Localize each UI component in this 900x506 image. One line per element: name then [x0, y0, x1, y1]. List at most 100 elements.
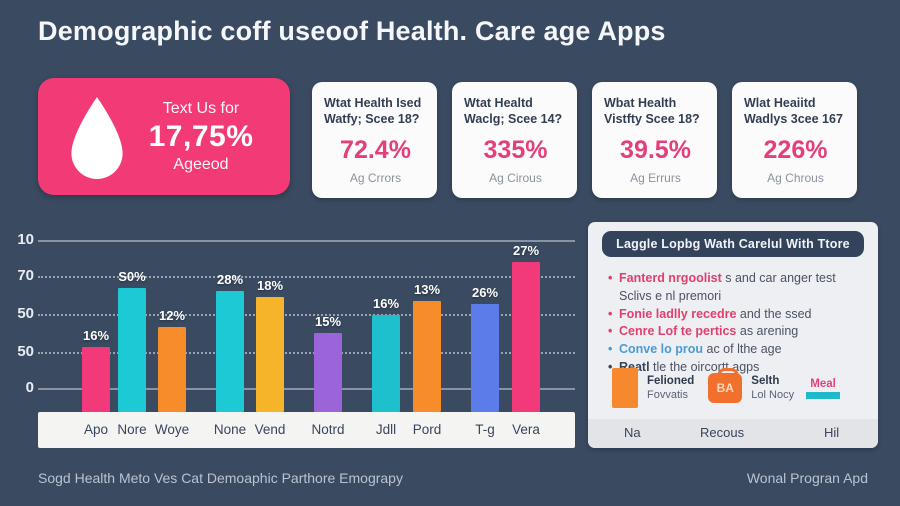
x-axis-label: Vera — [512, 422, 540, 437]
bar-chart: 10 70 50 50 0 16% Apo S0% Nore 12% Woye 28% None 18% V… — [8, 228, 575, 448]
bullet-dot-icon: • — [608, 271, 613, 285]
shopping-bag-icon: BA — [708, 368, 743, 403]
bullet-rest-text: ac of lthe age — [703, 342, 782, 356]
page-title: Demographic coff useoof Health. Care age… — [38, 16, 666, 46]
bar-value-label: 16% — [82, 328, 110, 343]
bullet-dot-icon: • — [608, 324, 613, 339]
meal-legend-item: Meal — [806, 377, 841, 399]
x-axis-label: Apo — [83, 422, 109, 437]
legend-footer-label: Na — [624, 425, 641, 440]
stat-question: Wtat Healtd Waclg; Scee 14? — [464, 96, 563, 127]
x-axis-label: Notrd — [311, 422, 345, 437]
stat-card-1: Wtat Health Ised Watfy; Scee 18? 72.4% A… — [312, 82, 437, 198]
footer-left-text: Sogd Health Meto Ves Cat Demoaphic Parth… — [38, 470, 403, 486]
stat-caption: Ag Cirous — [489, 170, 542, 185]
x-axis-label: Jdll — [375, 422, 397, 437]
bar-Vend — [256, 297, 284, 412]
bar-value-label: 12% — [158, 308, 186, 323]
y-axis-tick: 70 — [17, 267, 34, 284]
orange-swatch-icon — [612, 368, 638, 408]
legend-bullet-list: • Fanterd nrgoolist s and car anger test … — [608, 270, 866, 377]
stat-card-4: Wlat Heaiitd Wadlys 3cee 167 226% Ag Chr… — [732, 82, 857, 198]
legend-panel: Laggle Lopbg Wath Carelul With Ttore • Fa… — [588, 222, 878, 448]
legend-footer-row: Na Recous Hil — [588, 419, 878, 448]
legend-item-title: Meal — [810, 377, 836, 390]
x-axis-label: Vend — [254, 422, 286, 437]
stat-caption: Ag Errurs — [630, 170, 681, 185]
bullet-dot-icon: • — [608, 306, 613, 321]
stat-value: 39.5% — [620, 135, 691, 164]
bullet-rest-text: s and car anger test Sclivs e nl premori — [619, 271, 836, 303]
stat-caption: Ag Chrous — [767, 170, 824, 185]
legend-footer-label: Hil — [824, 425, 840, 440]
legend-items-row: Felioned Fovvatis BA Selth Lol Nocy Meal — [612, 362, 870, 414]
bullet-lead-text: Cenre Lof te pertics — [619, 324, 737, 339]
bullet-rest-text: and the ssed — [736, 306, 812, 321]
stat-value: 72.4% — [340, 135, 411, 164]
bar-Woye — [158, 327, 186, 412]
x-axis-label: Nore — [117, 422, 147, 437]
gridline — [38, 388, 575, 390]
y-axis-tick: 10 — [17, 231, 34, 248]
footer: Sogd Health Meto Ves Cat Demoaphic Parth… — [38, 470, 868, 486]
x-axis-strip — [38, 412, 575, 448]
bar-Pord — [413, 301, 441, 412]
footer-right-text: Wonal Progran Apd — [746, 470, 868, 486]
legend-item-subtitle: Fovvatis — [647, 389, 688, 401]
bar-Apo — [82, 347, 110, 412]
bullet-rest-text: as arening — [736, 324, 799, 339]
stat-question: Wbat Health Vistfty Scee 18? — [604, 96, 700, 127]
bar-value-label: 13% — [413, 282, 441, 297]
bullet-lead-text: Fanterd nrgoolist — [619, 271, 722, 285]
gridline — [38, 352, 575, 354]
bullet-dot-icon: • — [608, 359, 613, 374]
bar-value-label: 28% — [216, 272, 244, 287]
bar-Vera — [512, 262, 540, 412]
bar-value-label: 18% — [256, 278, 284, 293]
x-axis-label: T-g — [475, 422, 495, 437]
bar-None — [216, 291, 244, 412]
bullet-dot-icon: • — [608, 342, 613, 356]
y-axis-tick: 50 — [17, 305, 34, 322]
bullet-lead-text: Conve lo prou — [619, 342, 704, 356]
bar-value-label: 26% — [471, 285, 499, 300]
bar-value-label: 27% — [512, 243, 540, 258]
teal-underline-icon — [806, 391, 841, 399]
legend-bullet: • Fonie ladlly recedre and the ssed — [608, 306, 866, 324]
y-axis-tick: 50 — [17, 343, 34, 360]
stat-question: Wlat Heaiitd Wadlys 3cee 167 — [744, 96, 843, 127]
bag-icon-text: BA — [716, 381, 734, 395]
bullet-lead-text: Fonie ladlly recedre — [619, 306, 737, 321]
stat-question: Wtat Health Ised Watfy; Scee 18? — [324, 96, 422, 127]
bar-T-g — [471, 304, 499, 412]
stat-value: 335% — [483, 135, 548, 164]
legend-bullet: • Fanterd nrgoolist s and car anger test … — [608, 270, 866, 306]
stat-card-2: Wtat Healtd Waclg; Scee 14? 335% Ag Ciro… — [452, 82, 577, 198]
droplet-icon — [71, 96, 123, 179]
stat-value: 226% — [763, 135, 828, 164]
highlight-value: 17,75% — [148, 119, 254, 153]
legend-bullet: • Cenre Lof te pertics as arening — [608, 323, 866, 341]
x-axis-label: Pord — [412, 422, 442, 437]
y-axis-tick: 0 — [25, 379, 34, 396]
legend-item-subtitle: Lol Nocy — [751, 389, 795, 401]
bar-value-label: 16% — [372, 296, 400, 311]
stat-caption: Ag Crrors — [349, 170, 402, 185]
gridline — [38, 240, 575, 242]
legend-item-title: Felioned — [647, 375, 695, 387]
legend-header: Laggle Lopbg Wath Carelul With Ttore — [602, 231, 864, 257]
bar-Jdll — [372, 315, 400, 412]
gridline — [38, 314, 575, 316]
x-axis-label: None — [213, 422, 247, 437]
gridline — [38, 276, 575, 278]
legend-footer-label: Recous — [700, 425, 745, 440]
bar-value-label: S0% — [118, 269, 146, 284]
bar-value-label: 15% — [314, 314, 342, 329]
legend-bullet: • Conve lo prou ac of lthe age — [608, 341, 866, 359]
bar-Nore — [118, 288, 146, 412]
highlight-line1: Text Us for — [162, 99, 240, 117]
legend-item-title: Selth — [751, 375, 780, 387]
x-axis-label: Woye — [154, 422, 190, 437]
highlight-card: Text Us for 17,75% Ageeod — [38, 78, 290, 195]
